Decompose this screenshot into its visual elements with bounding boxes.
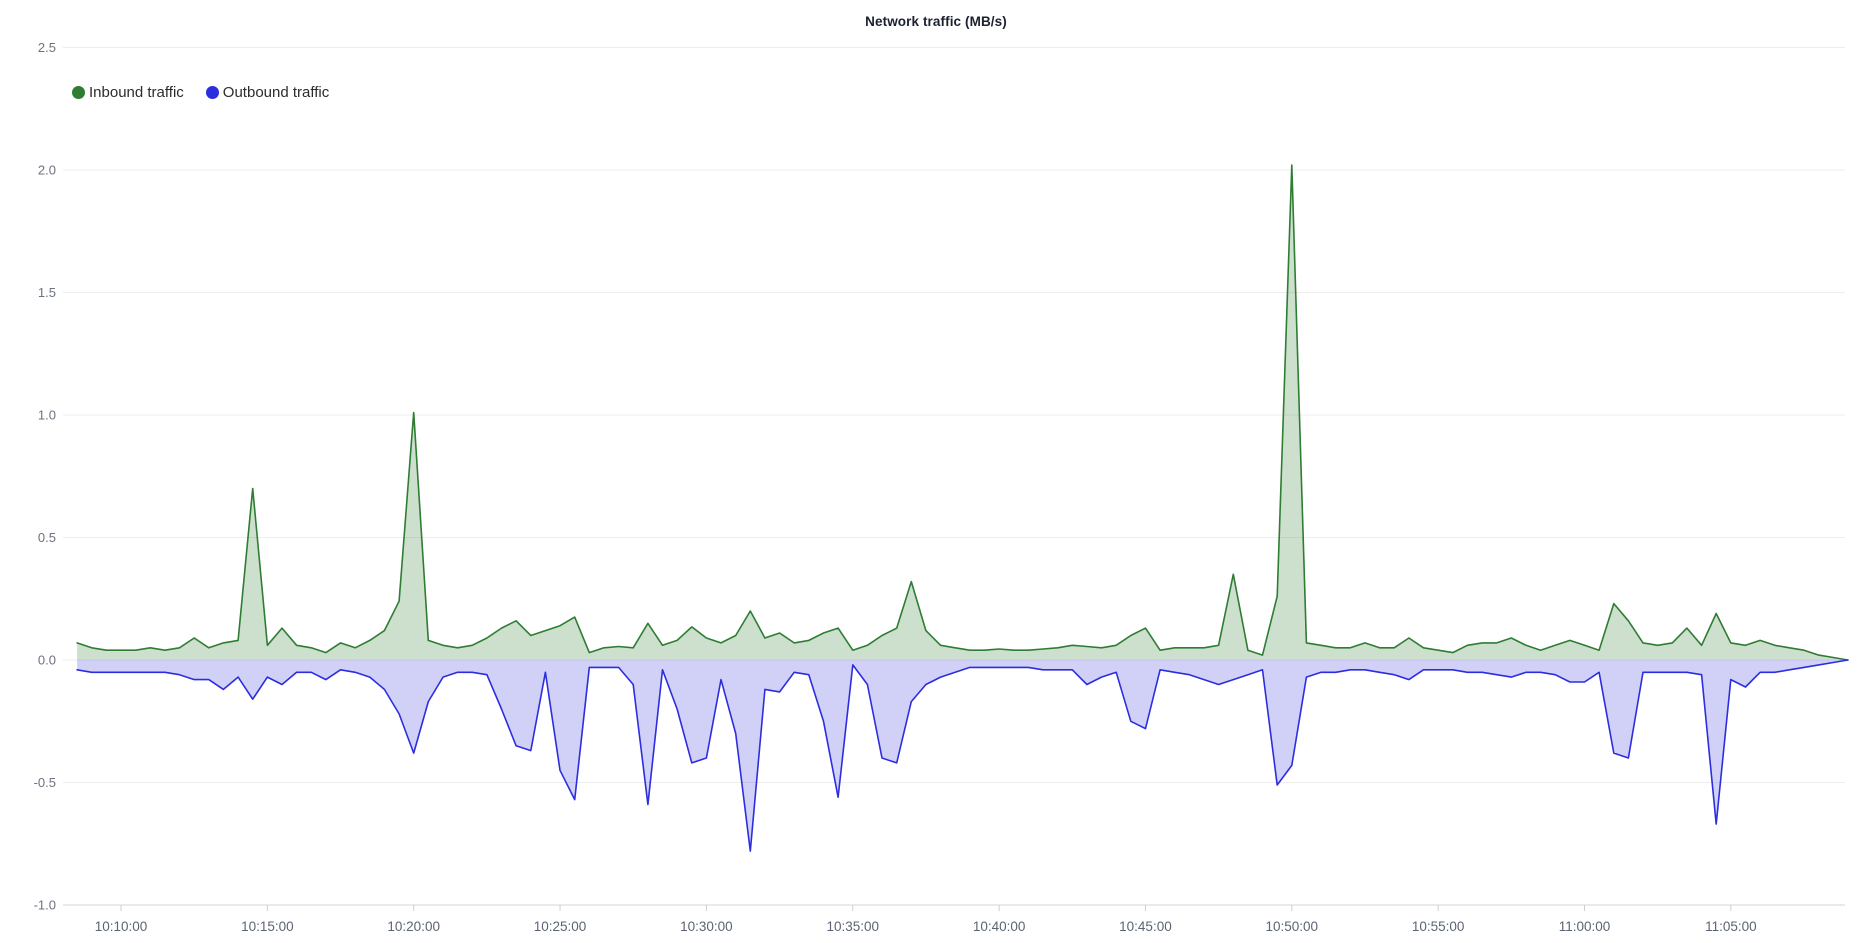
chart-title: Network traffic (MB/s) — [865, 14, 1007, 29]
x-tick-label: 10:30:00 — [680, 919, 733, 934]
inbound-legend-label: Inbound traffic — [89, 84, 184, 101]
x-tick-label: 11:00:00 — [1559, 919, 1611, 934]
x-tick-label: 10:35:00 — [826, 919, 879, 934]
y-tick-label: 1.0 — [38, 408, 56, 423]
y-tick-label: 0.5 — [38, 530, 56, 545]
y-tick-label: 2.5 — [38, 40, 56, 55]
outbound-traffic-line — [76, 659, 1849, 852]
x-tick-label: 10:20:00 — [387, 919, 440, 934]
x-tick-label: 10:15:00 — [241, 919, 294, 934]
x-tick-label: 10:40:00 — [973, 919, 1026, 934]
x-tick-label: 10:50:00 — [1266, 919, 1319, 934]
x-tick-label: 10:10:00 — [95, 919, 148, 934]
x-tick-label: 10:45:00 — [1119, 919, 1172, 934]
outbound-legend-dot-icon — [205, 86, 219, 99]
inbound-traffic-area — [77, 165, 1848, 660]
legend-item-inbound[interactable]: Inbound traffic — [72, 84, 184, 101]
inbound-traffic-line — [76, 164, 1849, 661]
y-tick-label: -1.0 — [34, 898, 56, 913]
x-tick-label: 11:05:00 — [1705, 919, 1757, 934]
y-tick-label: -0.5 — [34, 775, 56, 790]
x-tick-label: 10:55:00 — [1412, 919, 1465, 934]
outbound-traffic-area — [77, 660, 1848, 852]
legend-item-outbound[interactable]: Outbound traffic — [205, 84, 330, 101]
y-tick-label: 0.0 — [38, 653, 56, 668]
chart-legend: Inbound traffic Outbound traffic — [72, 84, 329, 101]
outbound-legend-label: Outbound traffic — [222, 84, 330, 101]
inbound-legend-dot-icon — [72, 86, 85, 99]
y-tick-label: 1.5 — [38, 285, 56, 300]
x-tick-label: 10:25:00 — [534, 919, 587, 934]
y-tick-label: 2.0 — [38, 163, 56, 178]
